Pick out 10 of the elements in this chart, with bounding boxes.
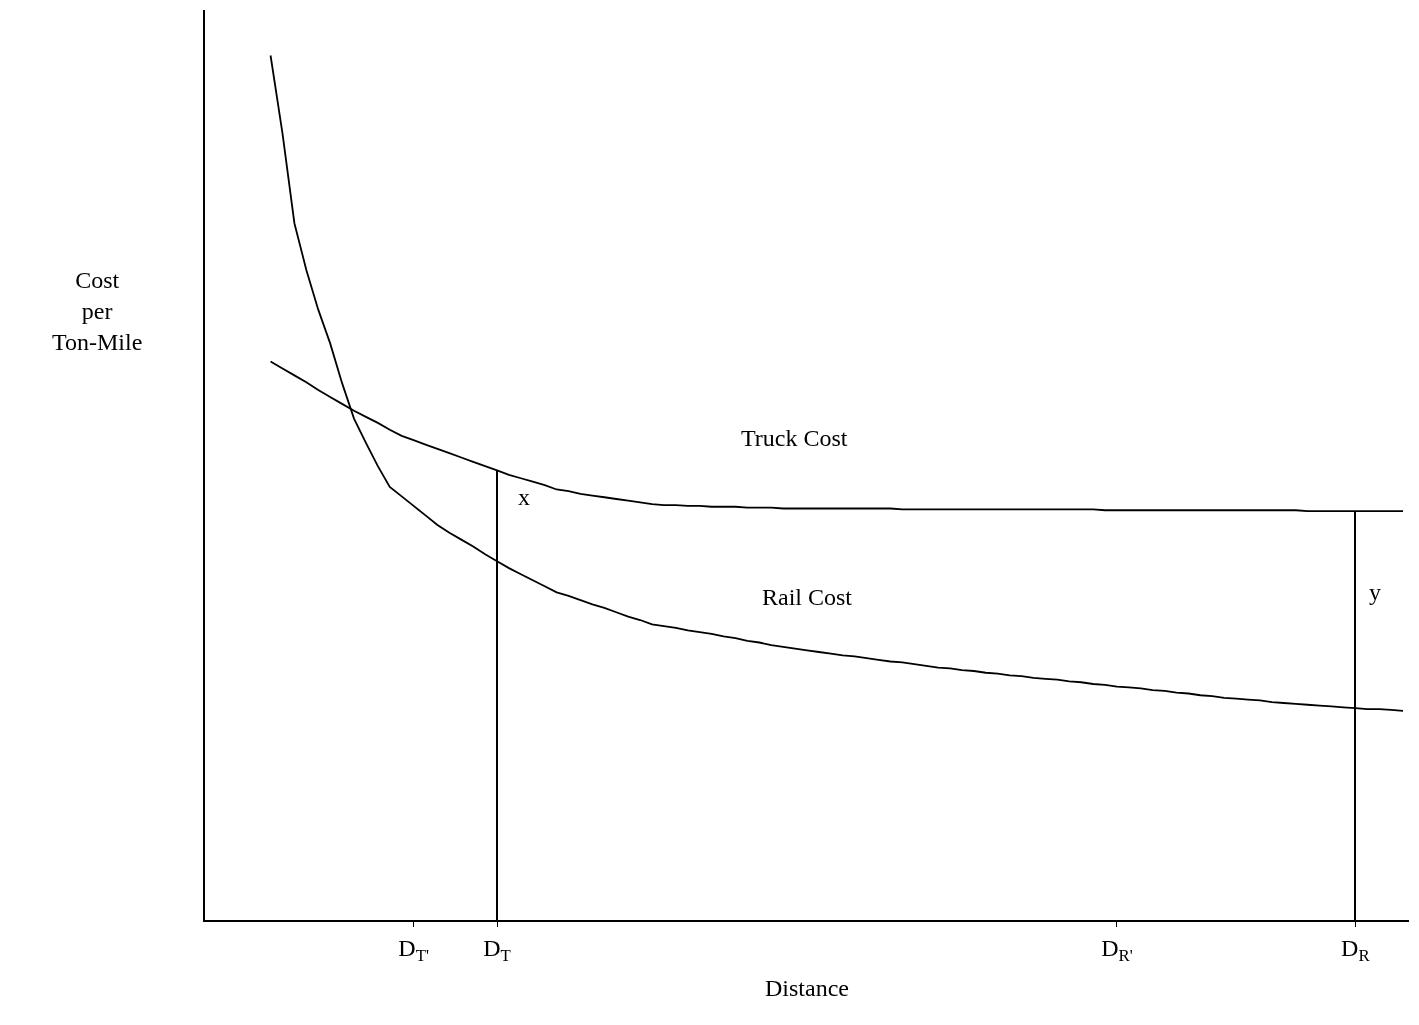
- annotation: Truck Cost: [741, 425, 848, 451]
- y-axis-title: Cost per Ton-Mile: [52, 267, 143, 356]
- x-tick-label: D$_{T'}$: [398, 934, 429, 965]
- annotation: Rail Cost: [762, 584, 853, 610]
- annotation: x: [518, 484, 530, 510]
- x-tick-label: D$_{R'}$: [1101, 934, 1133, 965]
- x-tick-label: D$_{T}$: [483, 934, 511, 965]
- annotation: y: [1369, 579, 1381, 605]
- x-tick-label: D$_{R}$: [1341, 934, 1371, 965]
- x-axis-title: Distance: [765, 974, 849, 1001]
